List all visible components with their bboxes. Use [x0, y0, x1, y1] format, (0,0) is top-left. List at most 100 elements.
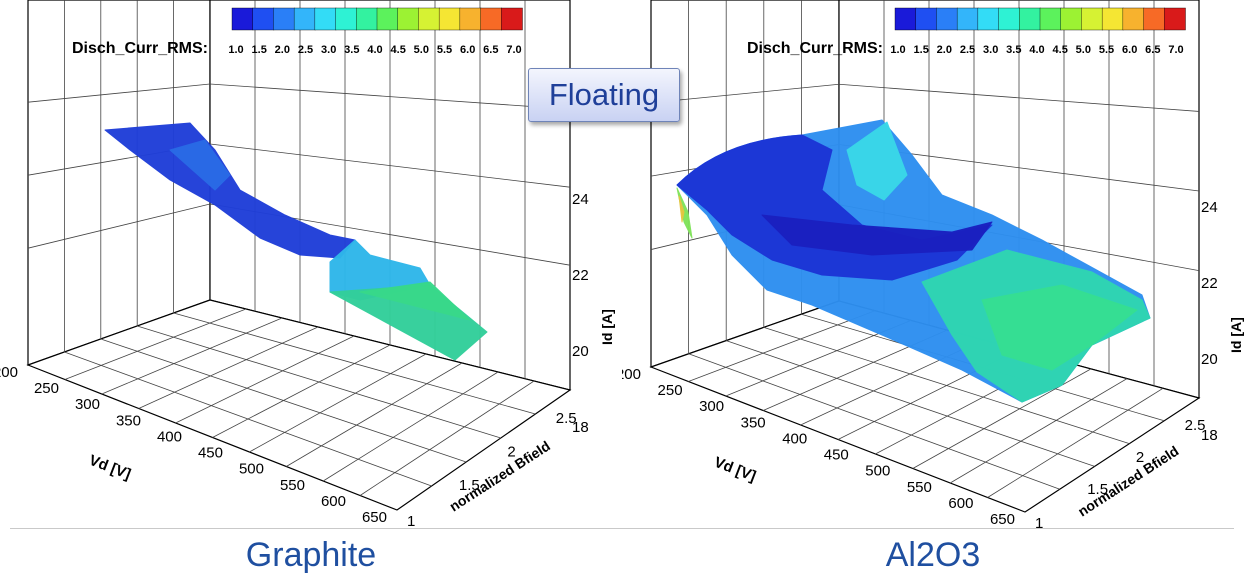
x-tick-label: 450: [198, 445, 223, 462]
floor-grid-x: [987, 387, 1164, 498]
floor-grid-y: [763, 327, 1130, 444]
colorbar-swatch: [1019, 7, 1041, 31]
colorbar-tick-label: 6.5: [483, 44, 498, 56]
z-tick-label: 22: [572, 267, 589, 284]
x-tick-label: 550: [280, 477, 305, 494]
colorbar-swatch: [335, 7, 357, 31]
y-tick-label: 1: [407, 513, 415, 530]
surface-patch: [761, 214, 993, 256]
colorbar-tick-label: 2.0: [275, 44, 290, 56]
z-axis-label: Id [A]: [599, 309, 615, 345]
x-tick-label: 400: [782, 430, 807, 447]
y-tick-label: 1.5: [459, 477, 480, 494]
colorbar-swatch: [977, 7, 1000, 31]
colorbar-tick-label: 2.0: [937, 44, 952, 56]
x-tick-label: 650: [362, 509, 387, 526]
x-tick-label: 450: [824, 447, 849, 464]
colorbar-tick-label: 4.0: [367, 44, 382, 56]
colorbar-swatch: [998, 7, 1020, 31]
colorbar-swatch: [480, 7, 502, 31]
colorbar-tick-label: 4.5: [391, 44, 406, 56]
colorbar-tick-label: 4.0: [1029, 44, 1044, 56]
colorbar-tick-label: 1.5: [914, 44, 929, 56]
x-tick-label: 600: [321, 493, 346, 510]
colorbar-tick-label: 1.0: [228, 44, 243, 56]
floor-grid-x: [322, 371, 499, 482]
colorbar-swatch: [1122, 7, 1145, 31]
colorbar-tick-label: 3.5: [344, 44, 359, 56]
colorbar-label: Disch_Curr_RMS:: [72, 40, 208, 57]
colorbar-swatch: [1101, 7, 1124, 31]
floor-grid-x: [286, 362, 463, 467]
z-tick-label: 24: [572, 191, 589, 208]
x-tick-label: 350: [116, 412, 141, 429]
colorbar-tick-label: 4.5: [1053, 44, 1068, 56]
colorbar-swatch: [1164, 7, 1186, 31]
colorbar-tick-label: 6.5: [1145, 44, 1160, 56]
floor-grid-y: [64, 351, 432, 487]
colorbar-swatch: [956, 7, 979, 31]
colorbar: [231, 7, 523, 31]
colorbar-tick-label: 5.5: [437, 44, 452, 56]
colorbar-tick-label: 2.5: [298, 44, 313, 56]
colorbar-label: Disch_Curr_RMS:: [747, 40, 883, 57]
caption-divider: [10, 528, 1234, 529]
surface-patch: [169, 139, 231, 191]
y-tick-label: 2: [1136, 449, 1144, 466]
wall-hgrid: [27, 83, 571, 110]
floor-grid-y: [173, 312, 536, 415]
colorbar-tick-label: 3.5: [1006, 44, 1021, 56]
x-axis-label: Vd [V]: [87, 452, 134, 483]
y-tick-label: 2: [507, 443, 515, 460]
floor-plane: [26, 299, 572, 511]
x-tick-label: 200: [622, 366, 641, 383]
z-tick-label: 20: [1201, 351, 1218, 368]
floor-grid-x: [212, 344, 391, 438]
colorbar-swatch: [438, 7, 461, 31]
graphite-surface-chart: 200 250 300 350 400 450 500 550 600 650 Vd [V] 1 1.5…: [0, 0, 615, 530]
z-tick-label: 24: [1201, 199, 1218, 216]
floor-grid-x: [101, 317, 283, 395]
z-tick-label: 18: [572, 419, 589, 436]
floor-plane: [649, 300, 1201, 513]
colorbar-swatch: [1060, 7, 1083, 31]
x-tick-label: 300: [75, 396, 100, 413]
floor-grid-x: [175, 335, 355, 424]
floor-grid-y: [726, 340, 1095, 467]
colorbar-swatch: [314, 7, 337, 31]
z-axis-label: Id [A]: [1228, 317, 1244, 353]
floor-grid-x: [64, 308, 247, 380]
x-tick-label: 400: [157, 428, 182, 445]
colorbar-tick-label: 3.0: [321, 44, 336, 56]
surface-patch: [846, 121, 908, 201]
colorbar-swatch: [356, 7, 378, 31]
colorbar-tick-label: 1.0: [890, 44, 905, 56]
colorbar-tick-label: 7.0: [1168, 44, 1183, 56]
colorbar-tick-label: 3.0: [983, 44, 998, 56]
colorbar-tick-label: 6.0: [1122, 44, 1137, 56]
wall-hgrid: [650, 83, 1200, 112]
colorbar-tick-label: 7.0: [506, 44, 521, 56]
x-tick-label: 500: [865, 463, 890, 480]
graphite-chart-panel: 200 250 300 350 400 450 500 550 600 650 Vd [V] 1 1.5…: [0, 0, 615, 574]
al2o3-caption: Al2O3: [885, 536, 981, 574]
al2o3-chart-panel: 200 250 300 350 400 450 500 550 600 650 Vd [V] 1 1.5…: [622, 0, 1244, 577]
colorbar-tick-label: 5.5: [1099, 44, 1114, 56]
x-axis-label: Vd [V]: [712, 454, 759, 485]
x-tick-label: 350: [741, 414, 766, 431]
colorbar-swatch: [1081, 7, 1103, 31]
surface-patch: [359, 281, 471, 321]
colorbar-swatch: [459, 7, 482, 31]
z-tick-label: 20: [572, 343, 589, 360]
surface: [676, 119, 1151, 403]
colorbar-swatch: [936, 7, 958, 31]
colorbar-swatch: [1039, 7, 1062, 31]
y-tick-label: 1.5: [1087, 481, 1108, 498]
floor-grid-y: [137, 325, 501, 439]
floating-label: Floating: [528, 68, 680, 122]
floor-grid-x: [249, 353, 427, 453]
colorbar-swatch: [252, 7, 275, 31]
x-tick-label: 250: [34, 380, 59, 397]
x-tick-label: 550: [907, 479, 932, 496]
colorbar-swatch: [293, 7, 316, 31]
